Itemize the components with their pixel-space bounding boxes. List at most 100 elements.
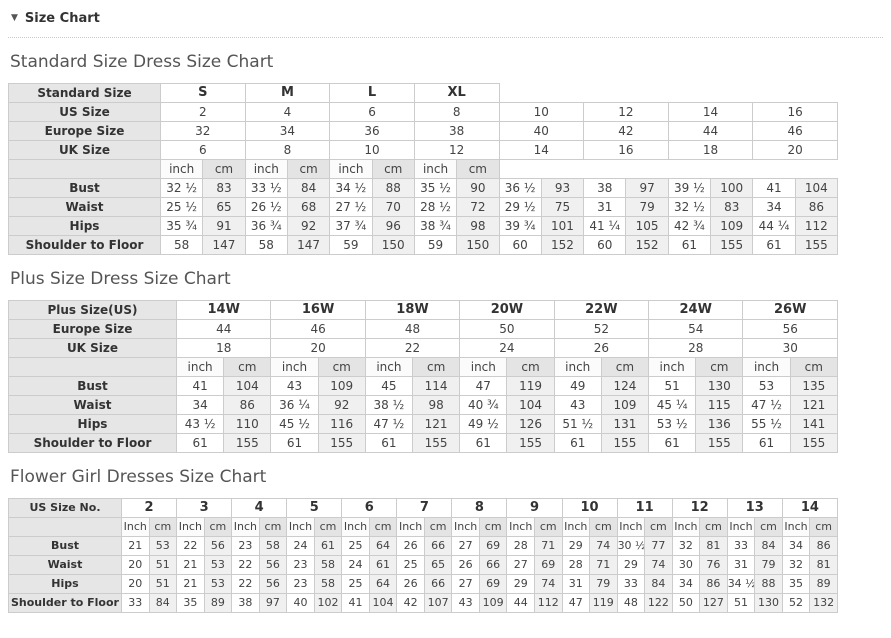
unit-cm-cell: cm — [412, 357, 461, 377]
cm-value-cell: 56 — [258, 555, 288, 575]
unit-cm-cell: cm — [202, 159, 246, 179]
inch-value-cell: 42 ¾ — [667, 216, 712, 236]
info-value-cell: 4 — [244, 102, 331, 122]
cm-value-cell: 84 — [644, 574, 673, 594]
inch-value-cell: 38 — [583, 178, 627, 198]
cm-value-cell: 72 — [456, 197, 500, 217]
inch-value-cell: 48 — [616, 593, 646, 613]
inch-value-cell: 61 — [175, 433, 225, 453]
info-value-cell: 16 — [752, 102, 838, 122]
cm-value-cell: 121 — [412, 414, 461, 434]
inch-value-cell: 53 — [742, 376, 791, 396]
plus-size-table-container: Plus Size(US) 14W 16W 18W 20W 22W 24W 26W Europe… — [8, 300, 883, 453]
inch-value-cell: 36 ¼ — [270, 395, 319, 415]
cm-value-cell: 105 — [625, 216, 669, 236]
size-group-header: 14W — [175, 300, 272, 320]
cm-value-cell: 90 — [456, 178, 500, 198]
unit-cm-cell: cm — [644, 517, 673, 537]
unit-inch-cell: Inch — [341, 517, 370, 537]
inch-value-cell: 32 ½ — [667, 197, 712, 217]
inch-value-cell: 26 ½ — [244, 197, 288, 217]
cm-value-cell: 69 — [478, 536, 508, 556]
measure-row: Waist 20 51 21 53 22 56 23 58 24 61 25 65 26 66 27 69 28 7… — [8, 555, 838, 575]
size-group-header: 3 — [176, 498, 233, 518]
inch-value-cell: 33 ½ — [244, 178, 288, 198]
unit-inch-cell: Inch — [396, 517, 425, 537]
cm-value-cell: 97 — [625, 178, 669, 198]
flower-girl-chart-heading: Flower Girl Dresses Size Chart — [10, 467, 267, 487]
cm-value-cell: 112 — [794, 216, 839, 236]
unit-cm-cell: cm — [223, 357, 272, 377]
cm-value-cell: 126 — [506, 414, 555, 434]
inch-value-cell: 21 — [176, 555, 205, 575]
info-value-cell: 38 — [413, 121, 500, 141]
unit-cm-cell: cm — [695, 357, 744, 377]
inch-value-cell: 41 — [175, 376, 225, 396]
unit-inch-cell: inch — [244, 159, 288, 179]
cm-value-cell: 121 — [789, 395, 839, 415]
size-group-header: 10 — [561, 498, 618, 518]
cm-value-cell: 114 — [412, 376, 461, 396]
info-value-cell: 8 — [413, 102, 500, 122]
unit-cm-cell: cm — [313, 517, 343, 537]
cm-value-cell: 100 — [710, 178, 754, 198]
inch-value-cell: 47 — [459, 376, 508, 396]
plus-size-chart-heading: Plus Size Dress Size Chart — [10, 269, 231, 289]
inch-value-cell: 61 — [553, 433, 602, 453]
cm-value-cell: 132 — [809, 593, 838, 613]
cm-value-cell: 58 — [258, 536, 288, 556]
inch-value-cell: 61 — [270, 433, 319, 453]
inch-value-cell: 38 ¾ — [413, 216, 458, 236]
info-value-cell: 12 — [583, 102, 669, 122]
unit-inch-cell: inch — [459, 357, 508, 377]
size-table: Plus Size(US) 14W 16W 18W 20W 22W 24W 26W Europe… — [8, 300, 839, 453]
inch-value-cell: 27 ½ — [329, 197, 373, 217]
cm-value-cell: 152 — [540, 235, 585, 255]
cm-value-cell: 130 — [754, 593, 783, 613]
cm-value-cell: 64 — [368, 536, 398, 556]
cm-value-cell: 66 — [478, 555, 508, 575]
inch-value-cell: 28 — [506, 536, 535, 556]
cm-value-cell: 69 — [533, 555, 563, 575]
cm-value-cell: 112 — [533, 593, 563, 613]
row-label: Waist — [8, 395, 177, 415]
unit-inch-cell: inch — [270, 357, 319, 377]
inch-value-cell: 32 — [671, 536, 701, 556]
size-group-header: 9 — [506, 498, 563, 518]
unit-inch-cell: Inch — [286, 517, 315, 537]
cm-value-cell: 89 — [809, 574, 838, 594]
inch-value-cell: 39 ½ — [667, 178, 712, 198]
unit-cm-cell: cm — [317, 357, 366, 377]
cm-value-cell: 86 — [223, 395, 272, 415]
cm-value-cell: 98 — [412, 395, 461, 415]
inch-value-cell: 27 — [451, 536, 480, 556]
size-group-header: 12 — [671, 498, 728, 518]
measure-row: Shoulder to Floor 33 84 35 89 38 97 40 102 41 104 4… — [8, 593, 838, 613]
cm-value-cell: 93 — [540, 178, 585, 198]
row-label: Waist — [8, 197, 161, 217]
measure-row: Bust 41 104 43 109 45 114 47 119 49 124 51 130 53 135 — [8, 376, 839, 396]
size-chart-section-toggle[interactable]: ▼ Size Chart — [8, 8, 883, 38]
info-value-cell: 8 — [244, 140, 331, 160]
inch-value-cell: 41 ¼ — [583, 216, 627, 236]
inch-value-cell: 45 ¼ — [648, 395, 697, 415]
cm-value-cell: 53 — [203, 555, 233, 575]
inch-value-cell: 22 — [176, 536, 205, 556]
info-value-cell: 14 — [667, 102, 754, 122]
row-label: US Size — [8, 102, 161, 122]
inch-value-cell: 61 — [742, 433, 791, 453]
inch-value-cell: 34 — [175, 395, 225, 415]
inch-value-cell: 37 ¾ — [329, 216, 373, 236]
cm-value-cell: 92 — [286, 216, 331, 236]
info-value-cell: 48 — [364, 319, 461, 339]
inch-value-cell: 39 ¾ — [498, 216, 542, 236]
cm-value-cell: 61 — [368, 555, 398, 575]
cm-value-cell: 152 — [625, 235, 669, 255]
unit-cm-cell: cm — [148, 517, 178, 537]
unit-row: Inch cm Inch cm Inch cm Inch cm Inch cm Inch cm Inch… — [8, 517, 838, 537]
cm-value-cell: 75 — [540, 197, 585, 217]
info-value-cell: 10 — [498, 102, 585, 122]
inch-value-cell: 52 — [781, 593, 811, 613]
row-label: Shoulder to Floor — [8, 235, 161, 255]
inch-value-cell: 31 — [561, 574, 591, 594]
